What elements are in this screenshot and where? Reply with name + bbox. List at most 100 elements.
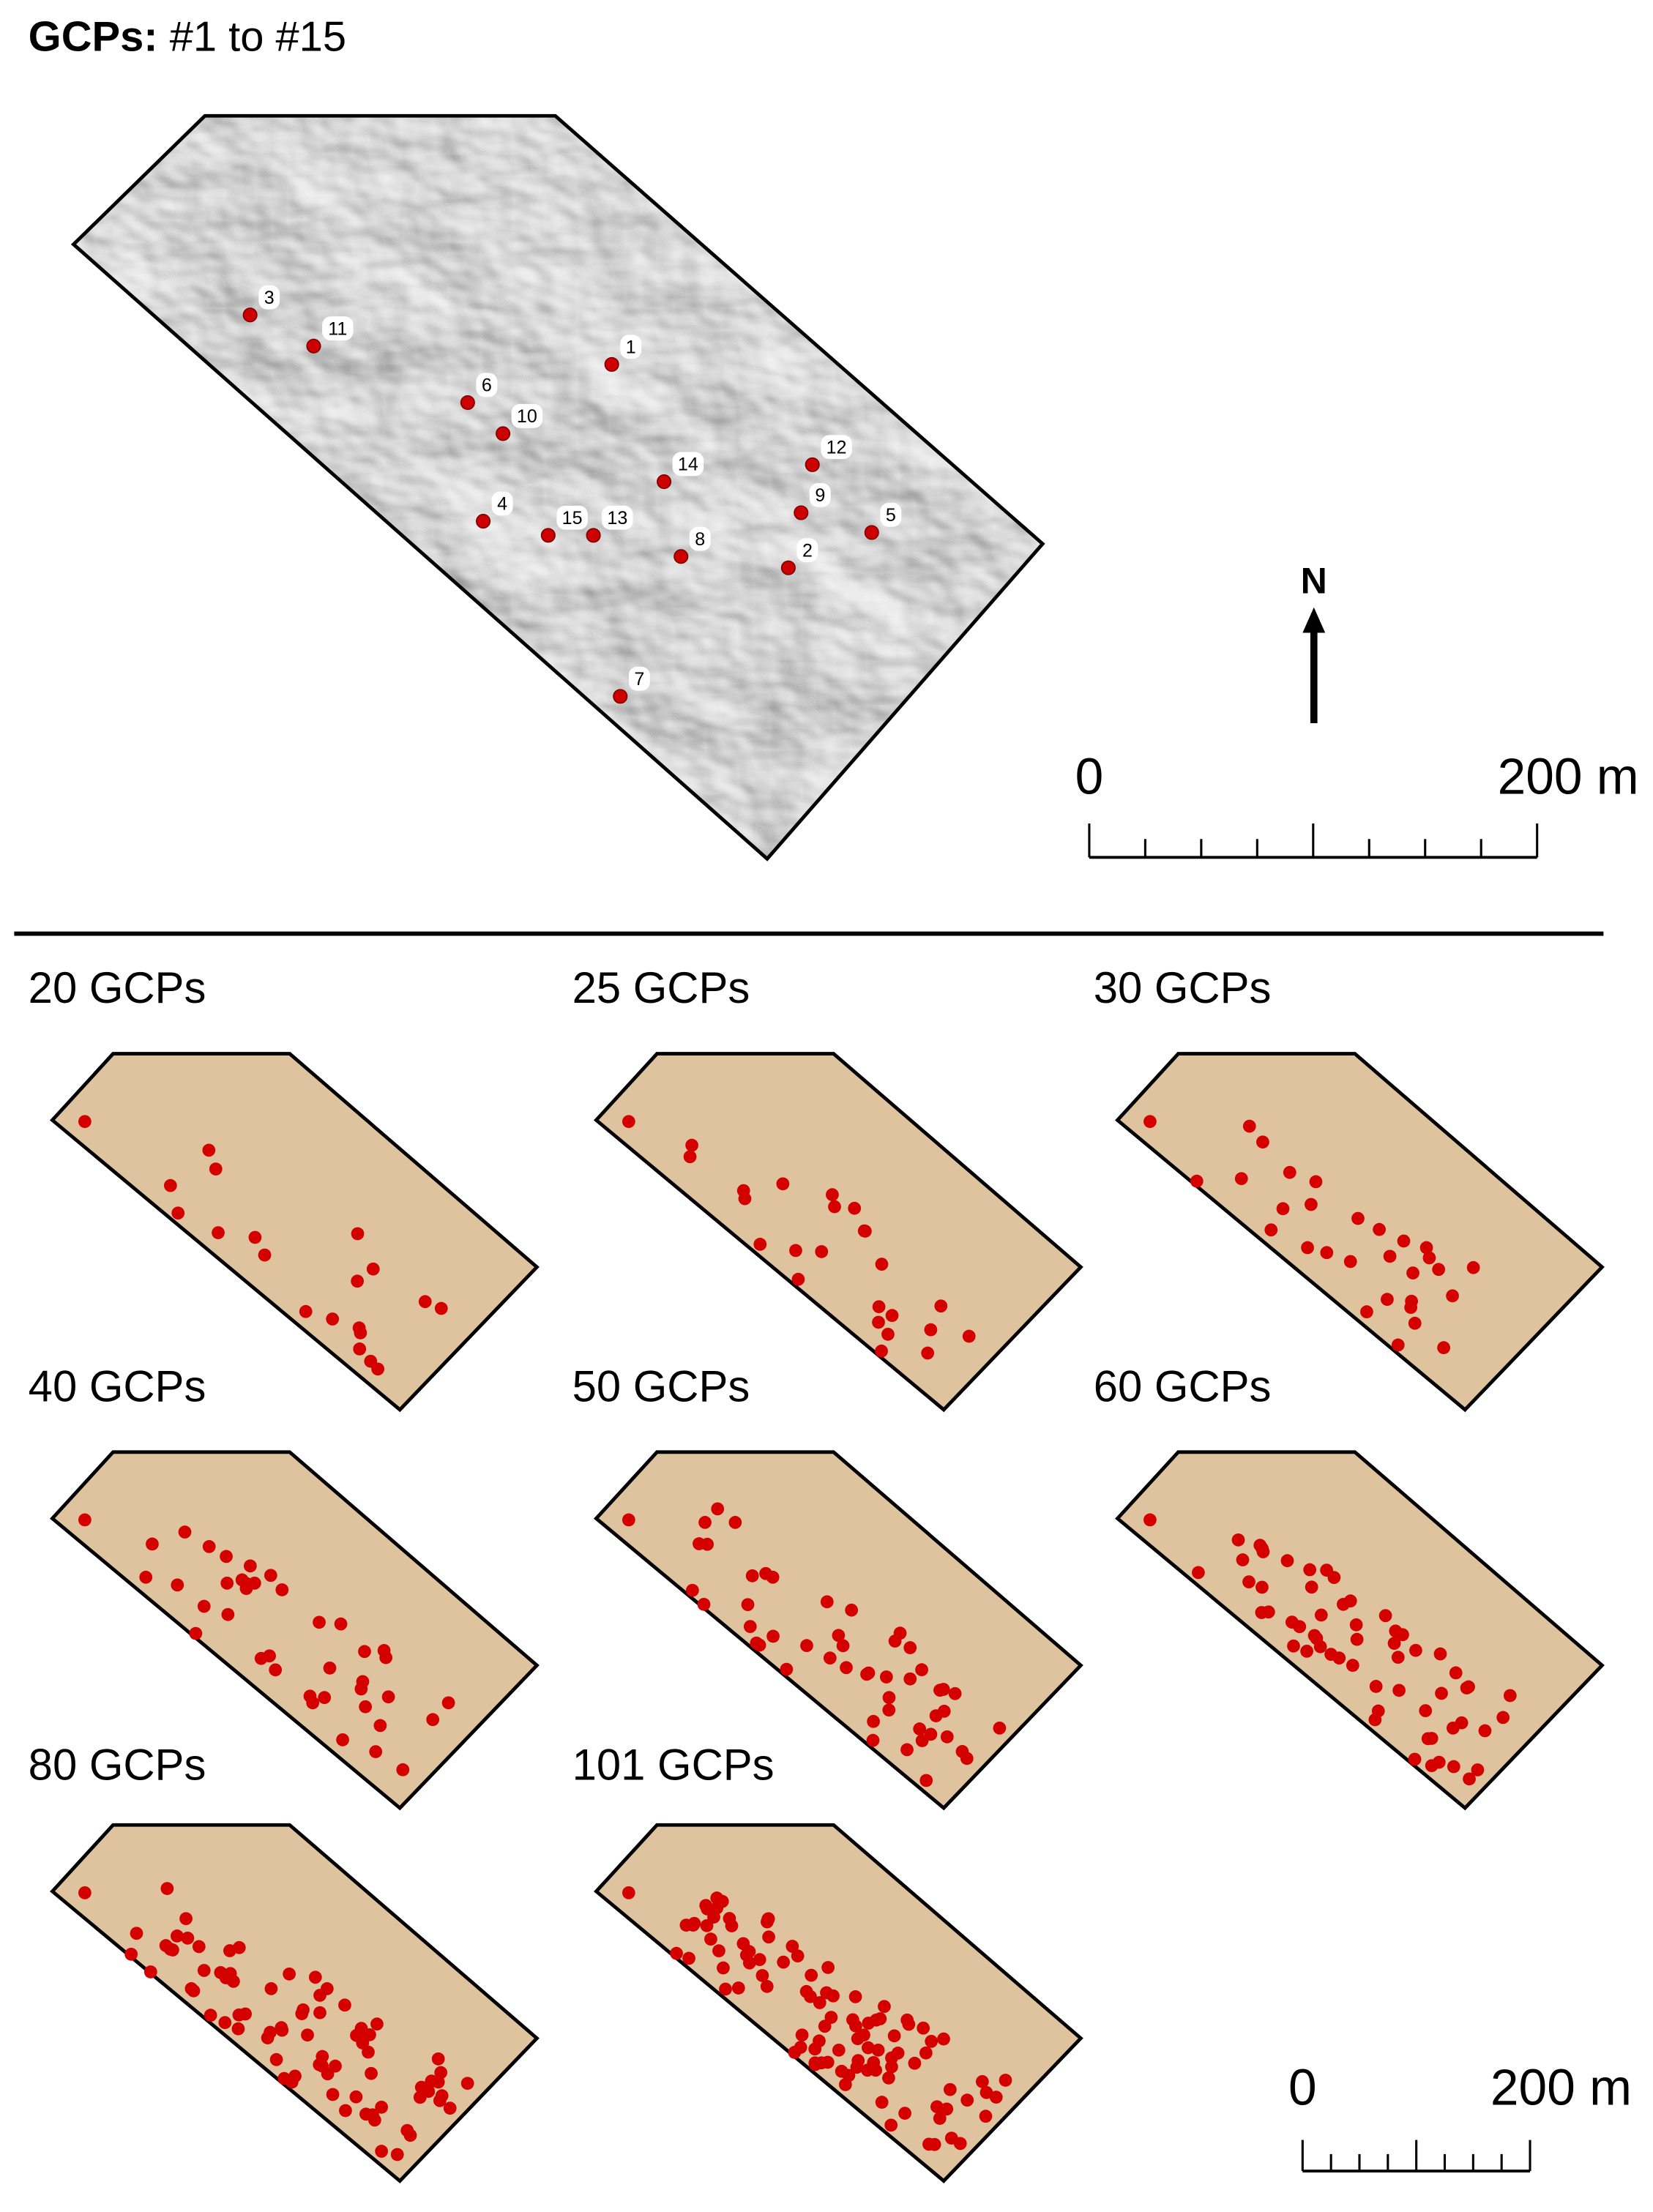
gcp-label: 3 [264, 288, 275, 308]
gcp-point [993, 1721, 1007, 1735]
gcp-point [1496, 1711, 1510, 1725]
gcp-point [243, 1559, 257, 1573]
gcp-label: 8 [695, 529, 705, 550]
gcp-point [1332, 1651, 1346, 1665]
gcp-label-box [689, 526, 711, 551]
gcp-label-box [796, 538, 818, 563]
gcp-label: 1 [626, 337, 636, 357]
gcp-point [898, 2107, 911, 2120]
gcp-point [1343, 1255, 1357, 1268]
gcp-point [1231, 1533, 1245, 1547]
gcp-point [937, 1705, 951, 1718]
gcp-point [743, 1620, 757, 1633]
north-label: N [1301, 560, 1327, 601]
gcp-point [1383, 1249, 1397, 1263]
gcp-point [275, 1583, 289, 1596]
gcp-point [204, 2009, 217, 2022]
gcp-point [1406, 1266, 1419, 1279]
gcp-point [679, 1918, 693, 1932]
gcp-point [1373, 1222, 1386, 1236]
gcp-point [851, 2032, 865, 2046]
gcp-point [1287, 1639, 1300, 1653]
gcp-point [944, 2131, 958, 2145]
gcp-point [893, 1626, 907, 1640]
gcp-point [139, 1570, 153, 1584]
gcp-point [850, 2060, 864, 2074]
panel-area [50, 1450, 540, 1811]
gcp-point [231, 2022, 245, 2036]
gcp-point [1387, 1637, 1401, 1650]
gcp-label: 11 [328, 318, 347, 339]
gcp-point [613, 689, 628, 704]
gcp-point [795, 2028, 809, 2042]
gcp-point [1236, 1553, 1250, 1566]
gcp-point [881, 1327, 895, 1341]
gcp-point [698, 1516, 712, 1529]
gcp-point [760, 1979, 774, 1993]
gcp-point [882, 2071, 895, 2085]
gcp-label-box [556, 505, 588, 530]
gcp-point [318, 1691, 332, 1705]
gcp-point [917, 2021, 930, 2035]
gcp-point [308, 1970, 322, 1984]
gcp-point [1234, 1172, 1248, 1186]
gcp-label-box [476, 373, 498, 397]
panel-title: 25 GCPs [572, 963, 750, 1012]
gcp-point [622, 1513, 635, 1527]
gcp-point [264, 1569, 277, 1583]
gcp-point [821, 1961, 835, 1974]
gcp-point [400, 2123, 414, 2137]
gcp-point [1301, 1241, 1314, 1255]
gcp-point [1391, 1651, 1405, 1664]
gcp-point [673, 549, 689, 564]
gcp-point [1437, 1341, 1450, 1355]
gcp-point [1462, 1680, 1475, 1694]
gcp-point [78, 1886, 92, 1899]
gcp-point [728, 1516, 742, 1529]
gcp-point [1381, 1293, 1394, 1307]
gcp-point [980, 2085, 993, 2099]
gcp-point [1466, 1260, 1480, 1274]
gcp-point [352, 1321, 366, 1335]
gcp-point [1314, 1608, 1328, 1622]
gcp-point [435, 2089, 449, 2103]
gcp-point [826, 1989, 840, 2003]
panel-area [50, 1052, 540, 1413]
gcp-point [239, 2007, 252, 2021]
gcp-point [379, 1651, 392, 1664]
gcp-point [359, 1700, 373, 1714]
gcp-point [791, 1272, 805, 1286]
gcp-point [791, 1949, 805, 1963]
gcp-point [887, 2029, 901, 2043]
gcp-point [299, 1304, 313, 1318]
gcp-point [731, 1981, 745, 1995]
gcp-label-box [258, 285, 280, 310]
gcp-point [269, 2052, 283, 2066]
gcp-point [285, 2075, 299, 2089]
gcp-point [1309, 1175, 1323, 1189]
gcp-point [1447, 1760, 1460, 1774]
gcp-point [396, 1763, 410, 1776]
hillshade [73, 116, 1043, 859]
gcp-point [879, 1670, 893, 1684]
panel-title: 40 GCPs [29, 1361, 206, 1410]
gcp-point [301, 2028, 314, 2042]
gcp-point [919, 2046, 933, 2060]
header-bold: GCPs: [29, 13, 158, 60]
gcp-point [934, 1299, 948, 1313]
gcp-point [885, 2060, 898, 2074]
gcp-point [813, 2034, 826, 2048]
gcp-point [371, 1362, 384, 1376]
gcp-point [919, 1774, 933, 1787]
gcp-point [871, 2043, 885, 2057]
gcp-point [750, 1636, 764, 1650]
gcp-point [313, 1615, 326, 1629]
gcp-label: 2 [802, 540, 813, 561]
panel-title: 30 GCPs [1094, 963, 1272, 1012]
gcp-point [962, 1329, 976, 1343]
gcp-point [163, 1178, 177, 1192]
gcp-point [235, 1573, 249, 1587]
gcp-point [358, 1645, 371, 1659]
gcp-label-box [880, 502, 902, 527]
gcp-point [848, 1990, 862, 2003]
